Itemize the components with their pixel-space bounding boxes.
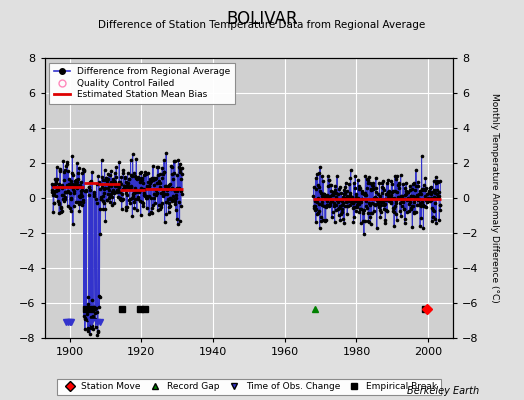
Y-axis label: Monthly Temperature Anomaly Difference (°C): Monthly Temperature Anomaly Difference (… [490,93,499,303]
Text: Berkeley Earth: Berkeley Earth [407,386,479,396]
Text: Difference of Station Temperature Data from Regional Average: Difference of Station Temperature Data f… [99,20,425,30]
Legend: Station Move, Record Gap, Time of Obs. Change, Empirical Break: Station Move, Record Gap, Time of Obs. C… [57,379,441,395]
Text: BOLIVAR: BOLIVAR [226,10,298,28]
